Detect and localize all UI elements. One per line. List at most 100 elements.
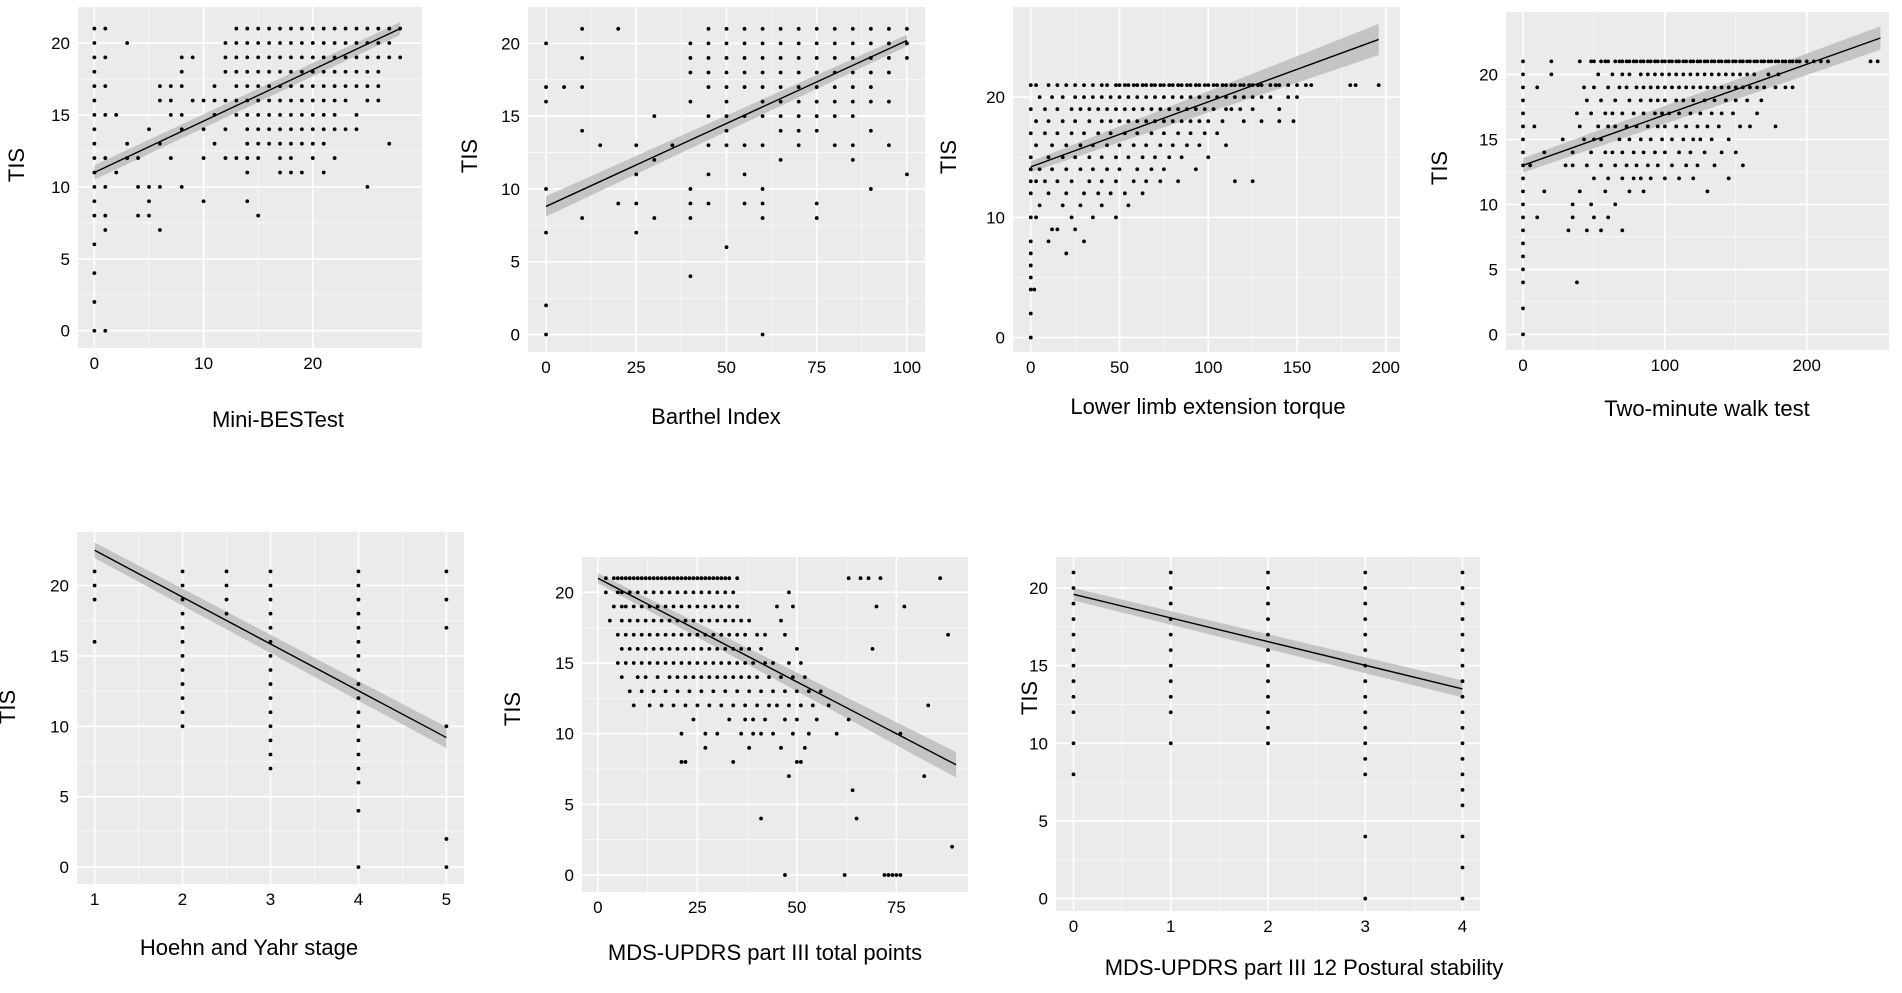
- data-point: [365, 84, 370, 89]
- data-point: [742, 41, 747, 46]
- data-point: [1634, 85, 1639, 90]
- chart-minibestest: 0 10 20 0 5 10 15 20 Mini-BESTest TIS: [4, 7, 422, 432]
- data-point: [256, 26, 261, 31]
- data-point: [321, 113, 326, 117]
- data-point: [882, 873, 887, 877]
- data-point: [1179, 119, 1184, 124]
- data-point: [1238, 83, 1243, 88]
- data-point: [1273, 83, 1278, 88]
- data-point: [92, 242, 97, 247]
- data-point: [1043, 107, 1047, 112]
- data-point: [92, 583, 97, 588]
- data-point: [289, 55, 293, 60]
- data-point: [631, 576, 636, 581]
- data-point: [1705, 189, 1710, 194]
- data-point: [1582, 85, 1586, 90]
- data-point: [1759, 59, 1764, 64]
- data-point: [1740, 163, 1745, 168]
- data-point: [615, 632, 620, 637]
- data-point: [1046, 239, 1051, 244]
- data-point: [1681, 59, 1686, 64]
- data-point: [778, 157, 783, 162]
- data-point: [1179, 95, 1184, 100]
- data-point: [1028, 107, 1033, 112]
- data-point: [1660, 137, 1664, 142]
- x-tick-label: 20: [303, 354, 322, 373]
- data-point: [1648, 137, 1653, 142]
- data-point: [1071, 632, 1076, 637]
- data-point: [1698, 111, 1703, 116]
- data-point: [1233, 83, 1237, 88]
- data-point: [727, 717, 732, 722]
- data-point: [1521, 306, 1525, 311]
- data-point: [1688, 111, 1693, 116]
- data-point: [1521, 137, 1525, 142]
- data-point: [832, 56, 837, 60]
- data-point: [136, 184, 140, 189]
- data-point: [1709, 59, 1714, 64]
- regression-line: [1522, 37, 1881, 167]
- data-point: [615, 661, 620, 665]
- data-point: [1363, 601, 1368, 606]
- data-point: [1641, 150, 1646, 155]
- data-point: [739, 731, 744, 736]
- data-point: [1695, 72, 1700, 77]
- data-point: [1073, 95, 1078, 100]
- data-point: [1122, 191, 1127, 196]
- data-point: [675, 646, 680, 651]
- data-point: [703, 576, 708, 581]
- data-point: [760, 41, 765, 46]
- x-tick-label: 0: [1026, 358, 1035, 377]
- data-point: [1071, 663, 1076, 668]
- data-point: [719, 576, 724, 581]
- data-point: [1122, 83, 1127, 88]
- data-point: [92, 597, 97, 602]
- data-point: [256, 98, 261, 103]
- regression-line: [94, 549, 447, 739]
- data-point: [1046, 155, 1051, 160]
- data-point: [1277, 83, 1282, 88]
- data-point: [711, 632, 716, 637]
- data-point: [659, 590, 664, 595]
- data-point: [356, 682, 361, 686]
- data-point: [643, 618, 648, 623]
- data-point: [1259, 95, 1264, 100]
- data-point: [289, 98, 293, 103]
- data-point: [1606, 59, 1611, 64]
- data-point: [356, 654, 361, 658]
- data-point: [1677, 150, 1681, 155]
- data-point: [1631, 150, 1636, 155]
- data-point: [1521, 72, 1525, 77]
- data-point: [1577, 189, 1582, 194]
- data-point: [224, 569, 229, 574]
- data-point: [168, 156, 173, 160]
- data-point: [1617, 85, 1622, 90]
- data-point: [103, 328, 108, 333]
- data-point: [1034, 143, 1038, 148]
- data-point: [1662, 59, 1667, 64]
- data-point: [1535, 215, 1540, 220]
- data-point: [1161, 83, 1166, 88]
- data-point: [655, 576, 660, 581]
- data-point: [1096, 107, 1101, 112]
- data-point: [343, 98, 348, 103]
- data-point: [687, 604, 692, 609]
- data-point: [245, 141, 250, 146]
- data-point: [1078, 143, 1083, 148]
- data-point: [751, 731, 756, 736]
- plot-panel: [582, 557, 968, 892]
- data-point: [1606, 85, 1611, 90]
- data-point: [1224, 83, 1228, 88]
- y-tick-label: 0: [60, 858, 69, 877]
- data-point: [1028, 275, 1033, 280]
- data-point: [1071, 601, 1076, 606]
- data-point: [760, 70, 765, 75]
- data-point: [299, 26, 304, 31]
- data-point: [814, 56, 819, 60]
- data-point: [1674, 72, 1679, 77]
- data-point: [245, 156, 250, 160]
- data-point: [1660, 59, 1664, 64]
- data-point: [850, 788, 855, 793]
- data-point: [651, 618, 656, 623]
- data-point: [715, 731, 720, 736]
